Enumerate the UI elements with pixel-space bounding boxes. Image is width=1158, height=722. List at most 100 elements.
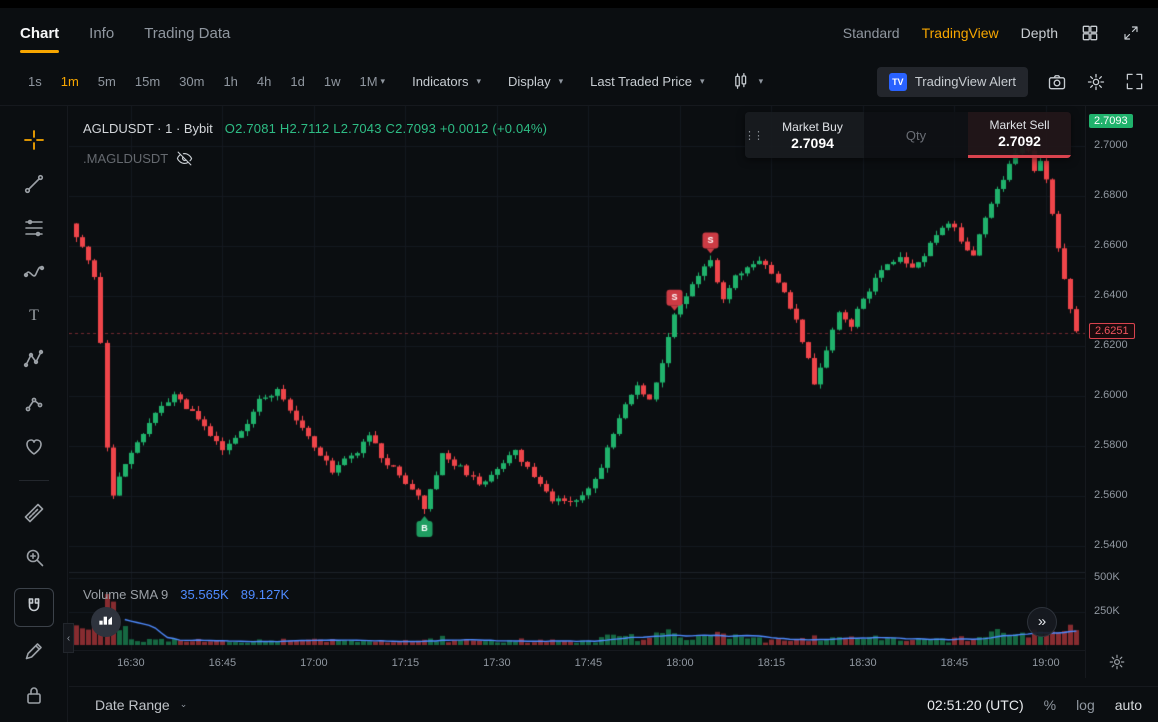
tab-trading-data[interactable]: Trading Data	[144, 24, 231, 42]
tab-chart[interactable]: Chart	[20, 8, 60, 58]
price-axis[interactable]: 2.7000 2.6800 2.6600 2.6400 2.6200 2.6000 2.58…	[1085, 106, 1158, 678]
expand-window-icon[interactable]	[1122, 24, 1140, 42]
display-dropdown[interactable]: Display ▾	[508, 74, 563, 89]
timeframe-1h[interactable]: 1h	[223, 74, 238, 89]
edit-drawing-tool[interactable]	[17, 635, 51, 668]
overlay-series-row: .MAGLDUSDT	[83, 150, 193, 167]
fib-retracement-tool[interactable]	[17, 211, 51, 244]
date-range-dropdown[interactable]: Date Range ⌄	[95, 697, 187, 713]
trend-line-icon	[24, 174, 43, 194]
volume-axis-label: 250K	[1094, 604, 1120, 617]
indicators-dropdown[interactable]: Indicators ▾	[412, 74, 481, 89]
indicators-label: Indicators	[412, 74, 469, 89]
qty-input[interactable]: Qty	[864, 112, 968, 158]
view-option-depth[interactable]: Depth	[1020, 25, 1058, 41]
fib-retracement-icon	[24, 219, 43, 237]
price-axis-label: 2.5400	[1094, 539, 1128, 551]
chart-settings-gear-icon[interactable]	[1086, 72, 1106, 92]
timeframe-1w[interactable]: 1w	[323, 74, 341, 89]
xabcd-pattern-tool[interactable]	[17, 343, 51, 376]
tradingview-alert-button[interactable]: TV TradingView Alert	[876, 66, 1028, 97]
price-source-dropdown[interactable]: Last Traded Price ▾	[590, 74, 704, 89]
forecast-tool[interactable]	[17, 386, 51, 419]
market-sell-button[interactable]: Market Sell 2.7092	[968, 112, 1071, 158]
volume-value: 35.565K	[180, 587, 229, 602]
ruler-icon	[24, 503, 43, 523]
svg-text:T: T	[29, 307, 39, 324]
time-axis-label: 16:45	[208, 657, 237, 669]
measure-tool[interactable]	[17, 497, 51, 530]
market-buy-price: 2.7094	[791, 134, 834, 151]
text-tool[interactable]: T	[17, 299, 51, 332]
tradingview-alert-label: TradingView Alert	[914, 74, 1016, 89]
lock-icon	[26, 686, 41, 704]
scroll-to-latest-button[interactable]: »	[1027, 607, 1057, 637]
chevron-down-icon: ⌄	[179, 699, 188, 709]
screenshot-camera-icon[interactable]	[1047, 72, 1067, 92]
footer-right: 02:51:20 (UTC) % log auto	[927, 697, 1142, 713]
utc-clock: 02:51:20 (UTC)	[927, 696, 1024, 713]
market-buy-button[interactable]: Market Buy 2.7094	[761, 112, 864, 158]
price-axis-label: 2.7000	[1094, 139, 1128, 151]
timeframe-30m[interactable]: 30m	[179, 74, 205, 89]
volume-indicator-label[interactable]: Volume SMA 9	[83, 587, 169, 602]
time-axis-label: 17:45	[574, 657, 603, 669]
timeframe-4h[interactable]: 4h	[256, 74, 272, 89]
chart-toolbar: 1s 1m 5m 15m 30m 1h 4h 1d 1w 1M ▾ Indicators ▾ Di…	[0, 58, 1158, 106]
timeframe-1s[interactable]: 1s	[28, 74, 42, 89]
magnet-icon	[28, 598, 39, 612]
timeframe-more-chevron-icon[interactable]: ▾	[380, 76, 386, 86]
price-axis-label: 2.6600	[1094, 239, 1128, 251]
view-option-standard[interactable]: Standard	[842, 25, 900, 41]
price-axis-label: 2.6000	[1094, 389, 1128, 401]
tradingview-watermark-logo	[91, 607, 121, 637]
symbol-title[interactable]: AGLDUSDT · 1 · Bybit	[83, 121, 213, 136]
time-axis-label: 17:15	[391, 657, 420, 669]
trend-line-tool[interactable]	[17, 168, 51, 201]
volume-axis-label: 500K	[1094, 571, 1120, 583]
timeframe-1m[interactable]: 1m	[60, 74, 79, 89]
candle-style-dropdown[interactable]: ▾	[732, 72, 763, 91]
tab-info[interactable]: Info	[89, 24, 115, 42]
volume-sma-value: 89.127K	[240, 587, 290, 602]
overlay-series-label[interactable]: .MAGLDUSDT	[83, 151, 169, 166]
collapse-rail-tab[interactable]: ‹	[63, 623, 74, 653]
main-tabs: Chart Info Trading Data	[20, 8, 230, 58]
layout-grid-icon[interactable]	[1080, 23, 1100, 43]
timeframe-15m[interactable]: 15m	[134, 74, 161, 89]
eye-off-icon[interactable]	[176, 150, 193, 167]
tools-divider	[18, 479, 49, 481]
zoom-in-tool[interactable]	[17, 540, 51, 573]
time-axis-label: 17:00	[300, 657, 328, 669]
brush-icon	[23, 266, 44, 278]
timeframe-1M[interactable]: 1M	[359, 74, 378, 89]
cursor-cross-tool[interactable]	[17, 124, 51, 157]
chevron-down-icon: ▾	[558, 76, 564, 86]
time-axis-label: 17:30	[483, 657, 511, 669]
current-price-tag: 2.6251	[1089, 323, 1135, 340]
log-scale-toggle[interactable]: log	[1076, 696, 1095, 713]
brush-tool[interactable]	[17, 255, 51, 288]
cursor-cross-icon	[23, 130, 44, 151]
lock-drawings-tool[interactable]	[17, 678, 51, 711]
view-option-tradingview[interactable]: TradingView	[921, 25, 999, 41]
widget-drag-handle[interactable]: ⋮⋮	[745, 112, 764, 158]
percent-scale-toggle[interactable]: %	[1043, 696, 1057, 713]
display-label: Display	[507, 74, 551, 89]
auto-scale-toggle[interactable]: auto	[1114, 696, 1142, 713]
time-axis[interactable]: 16:30 16:45 17:00 17:15 17:30 17:45 18:00 18:15…	[69, 650, 1085, 678]
time-axis-label: 16:30	[117, 657, 145, 669]
timeframe-1d[interactable]: 1d	[290, 74, 305, 89]
symbol-row: AGLDUSDT · 1 · Bybit O2.7081 H2.7112 L2.…	[83, 121, 547, 136]
fullscreen-icon[interactable]	[1125, 72, 1144, 91]
zoom-in-icon	[26, 549, 43, 566]
timeframe-5m[interactable]: 5m	[97, 74, 116, 89]
magnet-tool[interactable]	[13, 588, 54, 627]
time-axis-label: 18:15	[757, 657, 786, 669]
axis-settings-gear-icon[interactable]	[1108, 653, 1126, 676]
candlestick-chart-canvas[interactable]	[69, 106, 1085, 650]
emoji-tool[interactable]	[17, 430, 51, 463]
view-options: Standard TradingView Depth	[843, 25, 1058, 41]
date-range-label: Date Range	[95, 696, 170, 713]
